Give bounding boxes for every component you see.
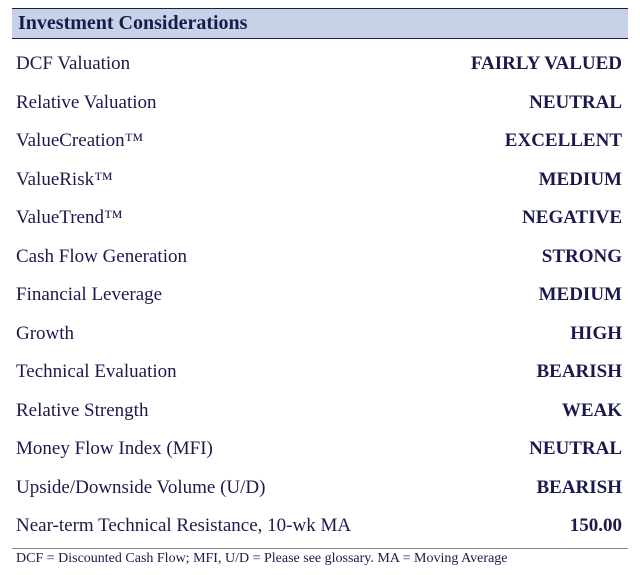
panel-title: Investment Considerations	[12, 8, 628, 39]
footnote: DCF = Discounted Cash Flow; MFI, U/D = P…	[12, 548, 628, 567]
row-label: Near-term Technical Resistance, 10-wk MA	[16, 512, 351, 541]
row-label: DCF Valuation	[16, 50, 130, 79]
table-row: ValueTrend™ NEGATIVE	[12, 199, 628, 238]
row-value: NEUTRAL	[529, 435, 622, 464]
row-label: ValueTrend™	[16, 204, 123, 233]
row-label: Technical Evaluation	[16, 358, 177, 387]
row-label: Relative Strength	[16, 397, 148, 426]
row-value: BEARISH	[536, 474, 622, 503]
row-label: ValueCreation™	[16, 127, 143, 156]
row-value: MEDIUM	[539, 166, 622, 195]
rows-container: DCF Valuation FAIRLY VALUED Relative Valu…	[12, 45, 628, 546]
row-value: STRONG	[542, 243, 622, 272]
row-value: WEAK	[562, 397, 622, 426]
row-label: Financial Leverage	[16, 281, 162, 310]
table-row: Growth HIGH	[12, 315, 628, 354]
row-value: HIGH	[570, 320, 622, 349]
table-row: ValueRisk™ MEDIUM	[12, 161, 628, 200]
table-row: DCF Valuation FAIRLY VALUED	[12, 45, 628, 84]
table-row: Relative Strength WEAK	[12, 392, 628, 431]
table-row: Financial Leverage MEDIUM	[12, 276, 628, 315]
row-label: Growth	[16, 320, 74, 349]
row-label: Upside/Downside Volume (U/D)	[16, 474, 265, 503]
table-row: Near-term Technical Resistance, 10-wk MA…	[12, 507, 628, 546]
table-row: ValueCreation™ EXCELLENT	[12, 122, 628, 161]
row-label: Cash Flow Generation	[16, 243, 187, 272]
investment-considerations-panel: Investment Considerations DCF Valuation F…	[12, 8, 628, 567]
row-value: NEGATIVE	[522, 204, 622, 233]
row-value: NEUTRAL	[529, 89, 622, 118]
row-value: MEDIUM	[539, 281, 622, 310]
row-value: FAIRLY VALUED	[471, 50, 622, 79]
row-label: Money Flow Index (MFI)	[16, 435, 213, 464]
table-row: Cash Flow Generation STRONG	[12, 238, 628, 277]
row-value: BEARISH	[536, 358, 622, 387]
table-row: Upside/Downside Volume (U/D) BEARISH	[12, 469, 628, 508]
row-label: Relative Valuation	[16, 89, 157, 118]
row-value: 150.00	[570, 512, 622, 541]
row-label: ValueRisk™	[16, 166, 113, 195]
table-row: Relative Valuation NEUTRAL	[12, 84, 628, 123]
table-row: Money Flow Index (MFI) NEUTRAL	[12, 430, 628, 469]
row-value: EXCELLENT	[505, 127, 622, 156]
table-row: Technical Evaluation BEARISH	[12, 353, 628, 392]
